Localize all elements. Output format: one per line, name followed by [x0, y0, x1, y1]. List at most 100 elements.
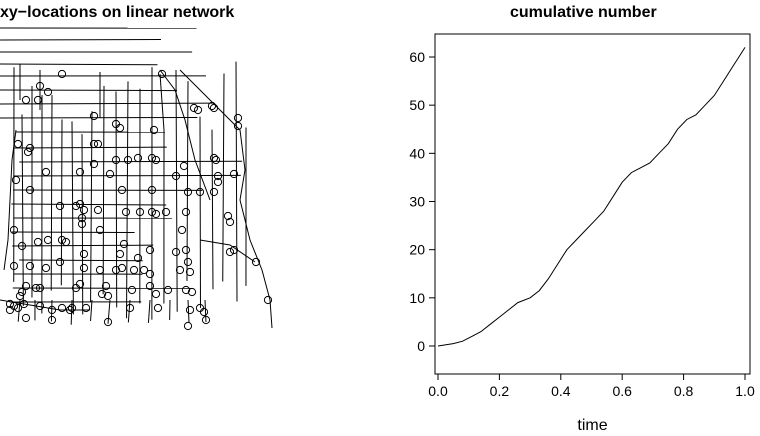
event-point — [151, 289, 161, 299]
event-point — [263, 295, 273, 305]
event-point — [55, 257, 65, 267]
event-point — [171, 247, 181, 257]
network-plot-title: xy−locations on linear network — [0, 4, 235, 21]
event-point — [209, 103, 219, 113]
event-point — [41, 263, 51, 273]
event-point — [179, 161, 189, 171]
y-tick-label: 40 — [409, 145, 425, 161]
event-point — [115, 123, 125, 133]
event-point — [187, 287, 197, 297]
event-point — [233, 113, 243, 123]
event-point — [251, 257, 261, 267]
event-point — [193, 105, 203, 115]
street-segment — [19, 160, 243, 163]
event-point — [135, 207, 145, 217]
chart-title: cumulative number — [510, 4, 657, 21]
event-point — [41, 167, 51, 177]
street-segment — [147, 299, 151, 323]
y-tick-label: 20 — [409, 242, 425, 258]
street-segment — [70, 299, 73, 325]
event-point — [43, 87, 53, 97]
street-segment — [11, 203, 167, 206]
event-point — [145, 269, 155, 279]
event-point — [17, 287, 27, 297]
network-panel: xy−locations on linear network — [0, 0, 300, 436]
event-point — [79, 205, 89, 215]
street-segment — [0, 102, 213, 105]
event-point — [213, 171, 223, 181]
event-point — [183, 257, 193, 267]
event-point — [199, 307, 209, 317]
cumulative-chart-panel: cumulative number 0 10 20 30 40 50 60 0.0 0.2 0.4… — [380, 0, 760, 436]
event-point — [61, 237, 71, 247]
event-point — [145, 281, 155, 291]
event-point — [43, 235, 53, 245]
event-point — [181, 285, 191, 295]
event-point — [117, 263, 127, 273]
event-point — [77, 213, 87, 223]
event-point — [79, 263, 89, 273]
event-point — [47, 305, 57, 315]
event-point — [139, 265, 149, 275]
street-segment — [126, 81, 129, 319]
event-point — [171, 171, 181, 181]
y-tick-label: 10 — [409, 290, 425, 306]
cumulative-series-line — [437, 47, 746, 347]
event-point — [229, 245, 239, 255]
event-point — [33, 237, 43, 247]
event-point — [21, 281, 31, 291]
street-segment — [179, 69, 273, 329]
street-segment — [0, 116, 198, 119]
event-point — [225, 247, 235, 257]
event-point — [163, 285, 173, 295]
street-segment — [175, 70, 178, 312]
event-point — [55, 201, 65, 211]
event-point — [93, 139, 103, 149]
event-point — [211, 155, 221, 165]
event-point — [47, 315, 57, 325]
event-point — [183, 321, 193, 331]
x-axis-label: time — [577, 417, 607, 434]
street-segment — [199, 239, 256, 263]
street-segment — [204, 299, 207, 323]
event-point — [209, 187, 219, 197]
event-point — [25, 143, 35, 153]
event-point — [229, 169, 239, 179]
event-point — [175, 265, 185, 275]
event-point — [15, 291, 25, 301]
event-point — [35, 301, 45, 311]
event-point — [23, 147, 33, 157]
event-point — [153, 303, 163, 313]
event-point — [21, 95, 31, 105]
event-point — [5, 299, 15, 309]
event-point — [147, 207, 157, 217]
street-segment — [50, 299, 53, 322]
event-point — [97, 289, 107, 299]
event-point — [103, 317, 113, 327]
event-point — [89, 159, 99, 169]
event-point — [121, 207, 131, 217]
street-segment — [186, 81, 189, 281]
street-segment — [0, 63, 158, 66]
event-point — [147, 153, 157, 163]
event-point — [95, 265, 105, 275]
event-point — [35, 81, 45, 91]
event-point — [133, 253, 143, 263]
linear-network-plot — [0, 27, 273, 331]
event-point — [9, 261, 19, 271]
event-point — [75, 199, 85, 209]
street-segment — [0, 38, 161, 41]
event-point — [213, 177, 223, 187]
event-point — [65, 305, 75, 315]
street-segment — [71, 121, 74, 315]
event-point — [225, 217, 235, 227]
street-segment — [187, 299, 190, 323]
street-segment — [17, 299, 21, 322]
street-segment — [81, 134, 84, 315]
event-point — [13, 139, 23, 149]
event-point — [103, 291, 113, 301]
event-point — [117, 185, 127, 195]
street-segment — [159, 73, 165, 131]
y-tick-label: 50 — [409, 97, 425, 113]
event-point — [81, 303, 91, 313]
